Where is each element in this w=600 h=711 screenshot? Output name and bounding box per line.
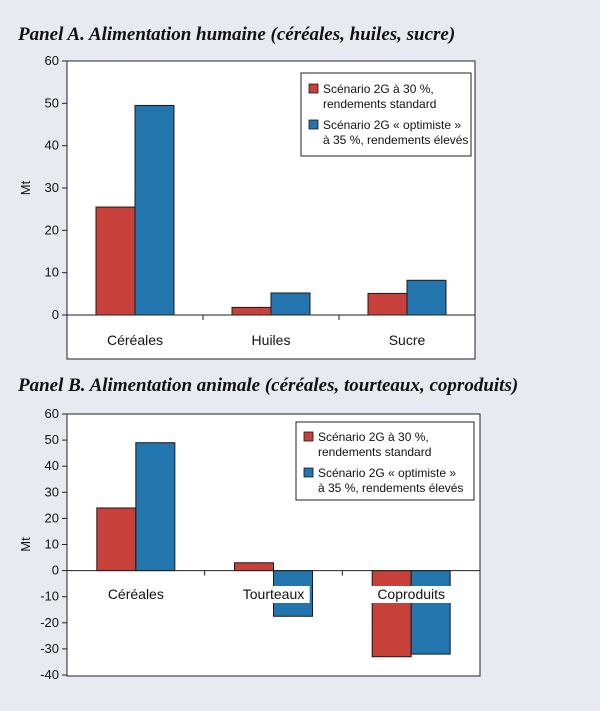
- panel-a-y-tick-label: 10: [45, 265, 59, 280]
- panel-b-y-tick-label: 20: [45, 510, 59, 525]
- panel-a-bar-1-3: [367, 292, 408, 316]
- panel-b-legend-label-2: Scénario 2G « optimiste »: [318, 466, 456, 480]
- panel-a-y-tick-label: 30: [45, 180, 59, 195]
- panel-a-y-tick-label: 50: [45, 95, 59, 110]
- panel-b-y-tick-label: 30: [45, 484, 59, 499]
- panel-a-chart: 0 10 20 30 40 50 60 Mt Céréales Huiles Sucre Scénar…: [18, 53, 476, 360]
- panel-a-legend-swatch-1: [308, 83, 319, 94]
- panel-b-bar-1-3: [371, 570, 412, 658]
- panel-b-legend-label-1: Scénario 2G à 30 %,: [318, 430, 429, 444]
- panel-a-y-tick-label: 40: [45, 138, 59, 153]
- panel-a-bar-2-3: [406, 279, 447, 316]
- panel-a-y-axis-label: Mt: [18, 180, 33, 195]
- panel-b-legend-swatch-1: [303, 431, 314, 442]
- panel-a-legend-label-1: Scénario 2G à 30 %,: [323, 82, 434, 96]
- panel-a-bar-2-2: [270, 292, 311, 316]
- panel-b-y-tick-label: 10: [45, 537, 59, 552]
- panel-b-y-tick-label: -30: [40, 641, 59, 656]
- panel-b-y-tick-label: -20: [40, 615, 59, 630]
- panel-b-bar-1-1: [96, 507, 137, 572]
- panel-b-y-tick-label: -40: [40, 667, 59, 682]
- panel-a-bar-1-2: [231, 306, 272, 316]
- panel-a-legend-label-1: rendements standard: [323, 97, 436, 111]
- panel-a-y-tick-label: 60: [45, 53, 59, 68]
- panel-a-y-tick-label: 20: [45, 222, 59, 237]
- panel-b-category-label-bg: [237, 586, 310, 603]
- panel-b-category-label: Céréales: [108, 586, 164, 602]
- panel-b-y-tick-label: -10: [40, 589, 59, 604]
- panel-b-legend-swatch-2: [303, 467, 314, 478]
- panel-a-legend: [300, 72, 472, 157]
- panel-a-bar-2-1: [134, 104, 175, 316]
- panel-a-legend-label-2: Scénario 2G « optimiste »: [323, 118, 461, 132]
- panel-b-title: Panel B. Alimentation animale (céréales,…: [18, 375, 519, 396]
- panel-b-category-label: Tourteaux: [243, 586, 304, 602]
- panel-b-category-label-bg: [371, 586, 452, 603]
- panel-a-category-label: Céréales: [107, 332, 163, 348]
- panel-b-y-tick-label: 40: [45, 458, 59, 473]
- panel-b-category-label-bg: [103, 586, 169, 603]
- panel-a-bar-1-1: [95, 206, 136, 316]
- panel-b-legend-label-1: rendements standard: [318, 445, 431, 459]
- panel-b-category-label: Coproduits: [377, 586, 445, 602]
- panel-a-y-tick-label: 0: [52, 307, 59, 322]
- panel-b-bar-2-3: [410, 570, 451, 655]
- panel-b-y-axis-label: Mt: [18, 537, 33, 552]
- panel-a-legend-swatch-2: [308, 119, 319, 130]
- panel-b-y-tick-label: 60: [45, 406, 59, 421]
- panel-b-bar-2-1: [135, 442, 176, 572]
- panel-b-legend-label-2: à 35 %, rendements élevés: [318, 481, 463, 495]
- panel-a: Panel A. Alimentation humaine (céréales,…: [18, 24, 476, 360]
- panel-b-y-tick-label: 0: [52, 563, 59, 578]
- panel-a-category-label: Sucre: [389, 332, 426, 348]
- panel-b-bar-1-2: [234, 562, 274, 572]
- panel-a-title: Panel A. Alimentation humaine (céréales,…: [18, 24, 456, 45]
- panel-b-legend: [295, 421, 475, 501]
- panel-b-y-tick-label: 50: [45, 432, 59, 447]
- panel-a-category-label: Huiles: [252, 332, 291, 348]
- panel-a-legend-label-2: à 35 %, rendements élevés: [323, 133, 468, 147]
- panel-b: Panel B. Alimentation animale (céréales,…: [0, 370, 600, 711]
- panel-b-chart: -40 -30 -20 -10 0 10 20 30 40 50 60 Mt Céréales Tourt…: [18, 406, 481, 682]
